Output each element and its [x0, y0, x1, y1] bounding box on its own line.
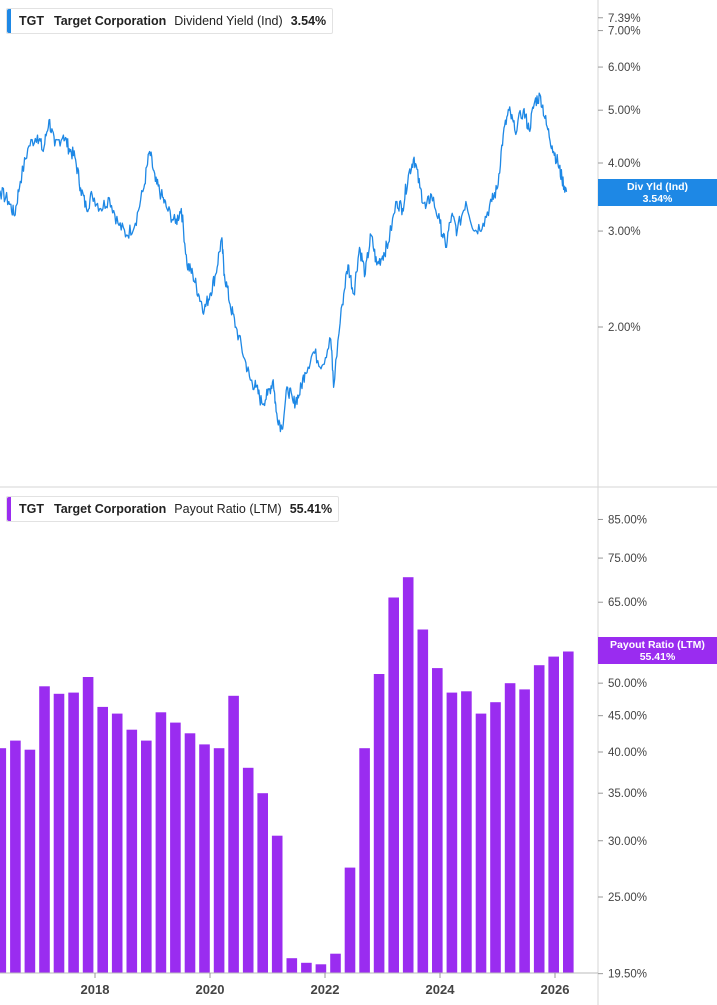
payout-bar: [373, 674, 385, 973]
payout-bar: [228, 695, 239, 973]
payout-tag-label: Payout Ratio (LTM): [610, 638, 705, 651]
payout-value-tag: Payout Ratio (LTM) 55.41%: [598, 637, 717, 664]
payout-bar: [141, 740, 152, 973]
y-tick-label: 50.00%: [608, 678, 647, 690]
y-tick-label: 85.00%: [608, 514, 647, 526]
yield-value-tag: Div Yld (Ind) 3.54%: [598, 179, 717, 206]
payout-bar: [563, 651, 574, 973]
payout-bar: [0, 748, 7, 973]
x-tick-label: 2022: [311, 982, 340, 997]
payout-bar: [344, 867, 356, 973]
yield-y-axis: 2.00% 3.00% 4.00% 5.00% 6.00% 7.00%7.39%: [598, 13, 641, 334]
payout-bar: [402, 577, 414, 973]
payout-bar: [155, 712, 167, 973]
y-tick-label: 6.00%: [608, 62, 641, 74]
legend-value: 3.54%: [290, 14, 327, 28]
payout-bar: [519, 689, 530, 973]
payout-swatch: [7, 497, 11, 521]
legend-value: 55.41%: [289, 502, 333, 516]
payout-bar: [242, 767, 254, 973]
payout-bar: [184, 733, 196, 973]
payout-bar: [315, 964, 327, 973]
y-tick-label: 2.00%: [608, 322, 641, 334]
y-tick-label: 65.00%: [608, 597, 647, 609]
payout-tag-value: 55.41%: [639, 650, 676, 663]
payout-bar: [24, 749, 36, 973]
payout-bar: [97, 706, 108, 973]
payout-bar: [490, 702, 501, 973]
y-tick-label: 35.00%: [608, 788, 647, 800]
legend-company: Target Corporation: [54, 502, 167, 516]
y-tick-label: 7.39%: [608, 13, 641, 25]
x-tick-label: 2018: [81, 982, 110, 997]
yield-swatch: [7, 9, 11, 33]
payout-bar: [271, 835, 283, 973]
payout-bar: [475, 713, 487, 973]
y-tick-label: 40.00%: [608, 747, 647, 759]
yield-tag-value: 3.54%: [642, 192, 673, 205]
payout-bar: [461, 691, 472, 973]
x-tick-label: 2020: [196, 982, 225, 997]
x-tick-label: 2026: [541, 982, 570, 997]
payout-bar: [199, 744, 210, 973]
x-axis: 2018 2020 2022 2024 2026: [0, 972, 598, 997]
payout-bar: [417, 629, 429, 973]
y-tick-label: 25.00%: [608, 892, 647, 904]
y-tick-label: 4.00%: [608, 158, 641, 170]
payout-y-axis: 19.50% 25.00% 30.00% 35.00% 40.00% 45.00% 50.0…: [598, 514, 647, 981]
payout-bar: [359, 748, 370, 973]
payout-bar: [301, 962, 312, 973]
payout-bar: [10, 740, 21, 973]
payout-bar: [548, 656, 559, 973]
payout-bar: [432, 668, 443, 973]
payout-bar: [68, 692, 79, 973]
payout-bar: [82, 677, 94, 973]
payout-bar: [504, 683, 516, 973]
legend-metric: Payout Ratio (LTM): [174, 502, 282, 516]
y-tick-label: 7.00%: [608, 26, 641, 38]
y-tick-label: 45.00%: [608, 711, 647, 723]
payout-bar: [330, 953, 341, 973]
payout-bar: [126, 729, 138, 973]
payout-bar: [533, 665, 545, 973]
y-tick-label: 19.50%: [608, 969, 647, 981]
payout-bar: [286, 958, 298, 973]
x-tick-label: 2024: [426, 982, 456, 997]
legend-ticker: TGT: [19, 502, 44, 516]
payout-bar: [53, 693, 65, 973]
payout-bar: [446, 692, 458, 973]
y-tick-label: 30.00%: [608, 836, 647, 848]
payout-bar: [388, 597, 399, 973]
payout-bar: [39, 686, 50, 973]
payout-legend[interactable]: TGT Target Corporation Payout Ratio (LTM…: [6, 496, 340, 522]
payout-bar: [213, 748, 225, 973]
yield-tag-label: Div Yld (Ind): [626, 180, 689, 193]
payout-bar: [111, 713, 123, 973]
legend-ticker: TGT: [19, 14, 44, 28]
payout-bar: [257, 793, 268, 973]
legend-metric: Dividend Yield (Ind): [174, 14, 283, 28]
legend-company: Target Corporation: [54, 14, 167, 28]
y-tick-label: 3.00%: [608, 226, 641, 238]
payout-bar: [170, 722, 181, 973]
y-tick-label: 75.00%: [608, 553, 647, 565]
payout-bars: [0, 577, 574, 973]
dividend-yield-line: [0, 92, 568, 433]
y-tick-label: 5.00%: [608, 105, 641, 117]
yield-legend[interactable]: TGT Target Corporation Dividend Yield (I…: [6, 8, 334, 34]
